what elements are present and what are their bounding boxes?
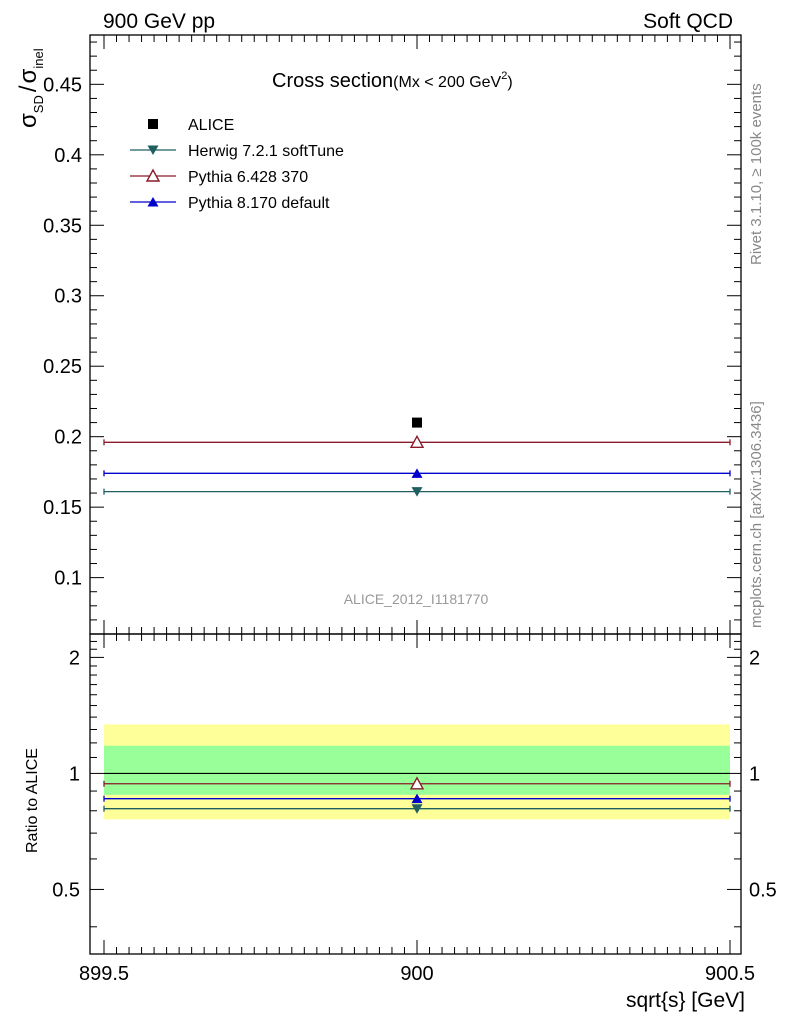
main-ytick-label: 0.2 bbox=[54, 427, 82, 449]
main-x-ticks bbox=[103, 35, 731, 634]
ylabel-sigma1: σ bbox=[15, 113, 42, 128]
header-left: 900 GeV pp bbox=[103, 10, 215, 33]
ratio-frame bbox=[89, 633, 742, 955]
main-title-note: (Mx < 200 GeV bbox=[393, 74, 501, 91]
main-ylabel: σSD/σinel bbox=[15, 48, 46, 128]
main-ytick-label: 0.4 bbox=[54, 145, 82, 167]
legend-marker bbox=[148, 119, 158, 129]
main-title-note-end: ) bbox=[507, 74, 512, 91]
main-ytick-label: 0.15 bbox=[43, 497, 82, 519]
legend-marker bbox=[145, 168, 161, 182]
main-y-ticks: 0.1 0.15 0.2 0.25 0.3 0.35 0.4 0.45 bbox=[43, 41, 741, 635]
ratio-xtick-label: 900.5 bbox=[705, 963, 755, 985]
ratio-y-ticks: 0.5 0.5 1 1 2 2 bbox=[52, 640, 777, 928]
ratio-ytick-label-left: 0.5 bbox=[52, 879, 80, 901]
legend-label: Pythia 6.428 370 bbox=[188, 169, 308, 186]
ratio-ytick-label-right: 1 bbox=[749, 763, 760, 785]
x-axis-label: sqrt{s} [GeV] bbox=[626, 989, 745, 1012]
main-ytick-label: 0.3 bbox=[54, 286, 82, 308]
main-panel: Cross section(Mx < 200 GeV2) ALICE_2012_… bbox=[43, 34, 742, 635]
ratio-point bbox=[411, 793, 423, 804]
ratio-series bbox=[103, 776, 731, 814]
ylabel-slash: / bbox=[15, 85, 42, 92]
ratio-ytick-label-right: 0.5 bbox=[749, 879, 777, 901]
ratio-x-ticks: 899.5 900 900.5 bbox=[79, 634, 755, 985]
header-right: Soft QCD bbox=[643, 10, 733, 33]
ratio-ytick-label-right: 2 bbox=[749, 647, 760, 669]
ratio-point bbox=[409, 776, 425, 790]
data-point bbox=[409, 434, 425, 449]
main-ytick-label: 0.25 bbox=[43, 356, 82, 378]
data-point bbox=[412, 417, 422, 428]
ratio-xtick-label: 899.5 bbox=[79, 963, 129, 985]
legend-label: ALICE bbox=[188, 117, 234, 134]
data-point bbox=[411, 468, 423, 478]
ratio-ytick-label-left: 2 bbox=[69, 647, 80, 669]
main-title-text: Cross section bbox=[272, 70, 393, 92]
main-series bbox=[103, 417, 731, 497]
ylabel-sub1: SD bbox=[31, 95, 46, 113]
ylabel-sigma2: σ bbox=[15, 68, 42, 83]
ratio-point bbox=[411, 804, 423, 814]
legend-label: Pythia 8.170 default bbox=[188, 195, 330, 212]
main-ytick-label: 0.1 bbox=[54, 568, 82, 590]
main-title: Cross section(Mx < 200 GeV2) bbox=[272, 70, 513, 92]
main-title-note-sup: 2 bbox=[501, 70, 507, 82]
data-point bbox=[411, 487, 423, 497]
ratio-ytick-label-left: 1 bbox=[69, 763, 80, 785]
legend: ALICE Herwig 7.2.1 softTune Pythia 6.428 3… bbox=[130, 117, 344, 212]
mcplots-label: mcplots.cern.ch [arXiv:1306.3436] bbox=[748, 401, 765, 628]
legend-marker bbox=[147, 197, 159, 207]
rivet-label: Rivet 3.1.10, ≥ 100k events bbox=[748, 83, 765, 265]
ratio-xtick-label: 900 bbox=[400, 963, 433, 985]
legend-marker bbox=[147, 145, 159, 155]
ratio-ylabel: Ratio to ALICE bbox=[24, 748, 41, 853]
main-ytick-label: 0.35 bbox=[43, 215, 82, 237]
legend-label: Herwig 7.2.1 softTune bbox=[188, 143, 344, 160]
analysis-label: ALICE_2012_I1181770 bbox=[344, 591, 489, 607]
ratio-panel: 0.5 0.5 1 1 2 2 899.5 900 900.5 bbox=[52, 633, 777, 985]
main-ytick-label: 0.45 bbox=[43, 74, 82, 96]
ylabel-sub2: inel bbox=[31, 48, 46, 68]
